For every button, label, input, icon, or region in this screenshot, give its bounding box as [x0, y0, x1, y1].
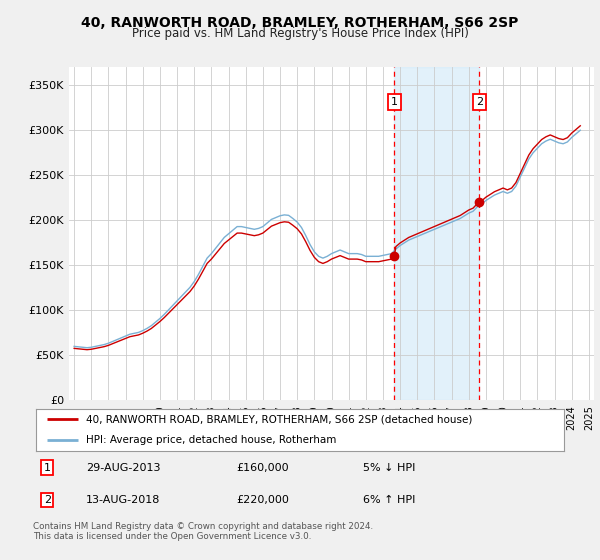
Text: This data is licensed under the Open Government Licence v3.0.: This data is licensed under the Open Gov…: [33, 532, 311, 541]
Text: 1: 1: [44, 463, 51, 473]
Text: 1: 1: [391, 97, 398, 107]
Text: 5% ↓ HPI: 5% ↓ HPI: [364, 463, 416, 473]
Text: Price paid vs. HM Land Registry's House Price Index (HPI): Price paid vs. HM Land Registry's House …: [131, 27, 469, 40]
Text: 29-AUG-2013: 29-AUG-2013: [86, 463, 161, 473]
Text: 6% ↑ HPI: 6% ↑ HPI: [364, 495, 416, 505]
Text: HPI: Average price, detached house, Rotherham: HPI: Average price, detached house, Roth…: [86, 435, 337, 445]
Text: £220,000: £220,000: [236, 495, 290, 505]
Text: 2: 2: [476, 97, 483, 107]
Text: 40, RANWORTH ROAD, BRAMLEY, ROTHERHAM, S66 2SP (detached house): 40, RANWORTH ROAD, BRAMLEY, ROTHERHAM, S…: [86, 414, 473, 424]
Text: 40, RANWORTH ROAD, BRAMLEY, ROTHERHAM, S66 2SP: 40, RANWORTH ROAD, BRAMLEY, ROTHERHAM, S…: [82, 16, 518, 30]
Text: 2: 2: [44, 495, 51, 505]
Bar: [394, 67, 479, 400]
Text: £160,000: £160,000: [236, 463, 289, 473]
Text: Contains HM Land Registry data © Crown copyright and database right 2024.: Contains HM Land Registry data © Crown c…: [33, 522, 373, 531]
Text: 13-AUG-2018: 13-AUG-2018: [86, 495, 161, 505]
